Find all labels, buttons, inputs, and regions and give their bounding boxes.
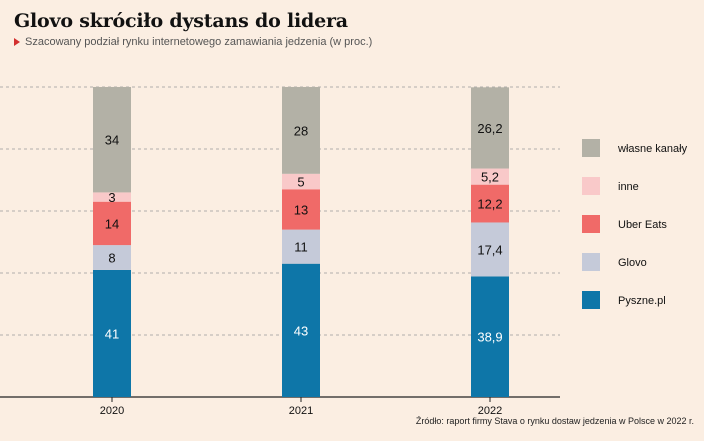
data-label-glovo-2021: 11 — [294, 240, 308, 255]
bar-segment-inne-2022 — [471, 168, 509, 185]
legend-swatch-pyszne-pl — [582, 291, 600, 309]
data-label-własne-kanały-2020: 34 — [105, 133, 119, 148]
data-label-inne-2021: 5 — [297, 175, 304, 190]
bar-segment-własne-kanały-2022 — [471, 87, 509, 169]
legend-swatch-inne — [582, 177, 600, 195]
bar-segment-uber-eats-2020 — [93, 201, 131, 246]
data-label-glovo-2020: 8 — [108, 251, 115, 266]
data-label-uber-eats-2022: 12,2 — [477, 197, 502, 212]
subtitle-row: Szacowany podział rynku internetowego za… — [14, 36, 372, 48]
legend-swatch-glovo — [582, 253, 600, 271]
bar-segment-własne-kanały-2020 — [93, 87, 131, 193]
data-label-uber-eats-2021: 13 — [294, 202, 308, 217]
legend-label-glovo: Glovo — [618, 257, 647, 269]
data-label-pyszne-pl-2022: 38,9 — [477, 330, 502, 345]
bar-segment-uber-eats-2021 — [282, 189, 320, 230]
chart-title: Glovo skróciło dystans do lidera — [14, 10, 348, 32]
bar-segment-inne-2021 — [282, 173, 320, 190]
bar-segment-uber-eats-2022 — [471, 184, 509, 223]
bar-segment-glovo-2022 — [471, 222, 509, 277]
bar-segment-glovo-2020 — [93, 245, 131, 270]
data-label-inne-2022: 5,2 — [481, 170, 499, 185]
data-label-własne-kanały-2021: 28 — [294, 123, 308, 138]
x-tick-label-2021: 2021 — [289, 405, 313, 417]
legend-swatch-własne-kanały — [582, 139, 600, 157]
bar-segment-glovo-2021 — [282, 229, 320, 264]
source-note: Źródło: raport firmy Stava o rynku dosta… — [415, 416, 694, 426]
data-label-uber-eats-2020: 14 — [105, 216, 119, 231]
bar-segment-inne-2020 — [93, 192, 131, 202]
bar-segment-pyszne-pl-2020 — [93, 269, 131, 397]
legend-label-własne-kanały: własne kanały — [617, 143, 688, 155]
data-label-pyszne-pl-2021: 43 — [294, 323, 308, 338]
legend-label-pyszne-pl: Pyszne.pl — [618, 295, 666, 307]
legend-swatch-uber-eats — [582, 215, 600, 233]
bar-segment-pyszne-pl-2021 — [282, 263, 320, 397]
legend-label-inne: inne — [618, 181, 639, 193]
chart-subtitle: Szacowany podział rynku internetowego za… — [25, 36, 373, 48]
x-tick-label-2022: 2022 — [478, 405, 502, 417]
data-label-pyszne-pl-2020: 41 — [105, 326, 119, 341]
legend-label-uber-eats: Uber Eats — [618, 219, 667, 231]
bar-segment-własne-kanały-2021 — [282, 87, 320, 174]
data-label-inne-2020: 3 — [108, 190, 115, 205]
bar-segment-pyszne-pl-2022 — [471, 276, 509, 397]
data-label-własne-kanały-2022: 26,2 — [477, 121, 502, 136]
data-label-glovo-2022: 17,4 — [477, 242, 502, 257]
x-tick-label-2020: 2020 — [100, 405, 124, 417]
subtitle-marker-icon — [14, 38, 20, 46]
